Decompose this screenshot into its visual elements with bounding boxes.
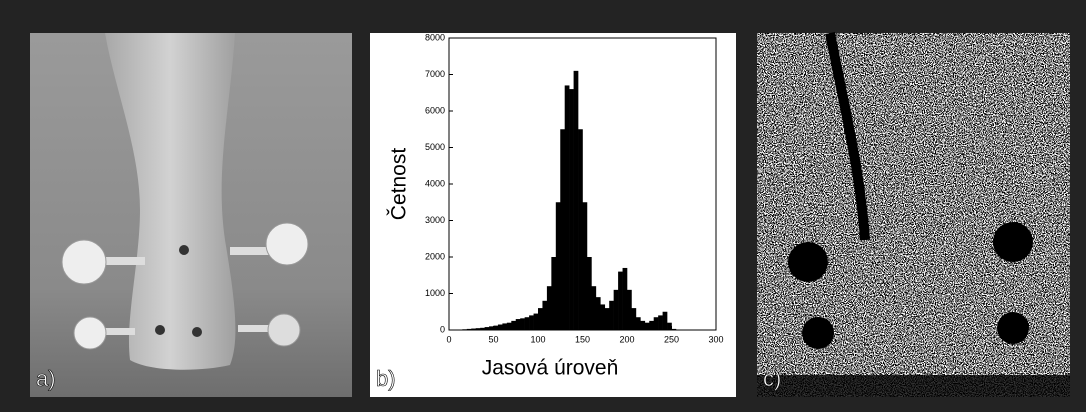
panel-label: b) <box>376 366 396 391</box>
bar <box>671 328 677 330</box>
bar <box>649 320 654 330</box>
bar <box>475 328 481 330</box>
y-tick-label: 4000 <box>425 178 445 188</box>
bar <box>484 327 490 330</box>
y-tick-label: 2000 <box>425 251 445 261</box>
bar <box>524 317 530 330</box>
binary-panel <box>757 32 1070 397</box>
bar <box>591 286 597 330</box>
bar <box>627 289 632 330</box>
panel-label: c) <box>763 366 781 391</box>
bar <box>600 304 606 330</box>
bar <box>658 315 663 330</box>
y-tick-label: 8000 <box>425 32 445 42</box>
bar <box>609 300 614 330</box>
y-tick-label: 5000 <box>425 142 445 152</box>
chart-panel <box>370 33 736 397</box>
bar <box>573 70 579 330</box>
bar <box>466 328 472 330</box>
bar <box>586 257 592 330</box>
bar <box>471 328 476 330</box>
bar <box>497 324 503 330</box>
bar <box>618 271 623 330</box>
bar <box>480 327 485 330</box>
bar <box>667 322 672 330</box>
bar <box>555 202 561 330</box>
x-tick-label: 50 <box>488 334 498 344</box>
bar <box>582 202 588 330</box>
bar <box>653 317 659 330</box>
bar <box>560 129 565 330</box>
bar <box>542 300 548 330</box>
bar <box>533 313 539 330</box>
bar <box>551 257 557 330</box>
bar <box>644 322 650 330</box>
x-axis-label: Jasová úroveň <box>482 357 619 380</box>
y-tick-label: 1000 <box>425 288 445 298</box>
bar <box>662 311 668 330</box>
bar <box>520 318 525 330</box>
y-axis-label: Četnost <box>388 148 411 221</box>
bar <box>622 267 628 330</box>
bar <box>489 326 494 330</box>
bar <box>511 320 517 330</box>
bar <box>640 320 646 330</box>
bar <box>538 308 543 330</box>
x-tick-label: 100 <box>530 334 545 344</box>
bar <box>546 286 552 330</box>
bar <box>564 85 570 330</box>
y-tick-label: 6000 <box>425 105 445 115</box>
bar <box>502 323 508 330</box>
x-tick-label: 300 <box>708 334 723 344</box>
bar <box>493 325 499 330</box>
y-tick-label: 0 <box>440 324 445 334</box>
x-tick-label: 150 <box>575 334 590 344</box>
bar <box>635 317 641 330</box>
bar <box>506 322 512 330</box>
y-tick-label: 3000 <box>425 215 445 225</box>
bar <box>595 297 601 330</box>
x-tick-label: 200 <box>619 334 634 344</box>
y-tick-label: 7000 <box>425 69 445 79</box>
photo-panel <box>30 33 352 397</box>
bar <box>569 89 574 330</box>
x-tick-label: 250 <box>664 334 679 344</box>
bar <box>529 315 534 330</box>
bar <box>631 308 637 330</box>
panel-label: a) <box>36 366 56 391</box>
bar <box>578 129 583 330</box>
x-tick-label: 0 <box>446 334 451 344</box>
bar <box>604 308 610 330</box>
bar <box>613 289 619 330</box>
bar <box>515 319 521 330</box>
bar <box>462 329 468 330</box>
